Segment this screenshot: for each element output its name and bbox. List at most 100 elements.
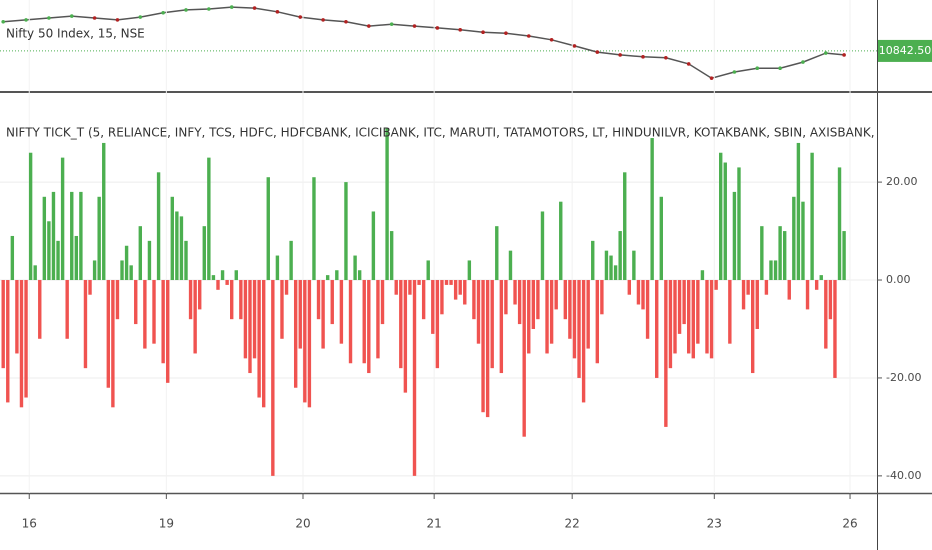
histogram-bar (549, 280, 554, 344)
histogram-bar (536, 280, 540, 320)
histogram-bar (248, 280, 252, 374)
histogram-bar (476, 280, 481, 344)
histogram-bar (485, 280, 490, 418)
histogram-bar (348, 280, 353, 364)
histogram-bar (97, 196, 101, 281)
histogram-bar (696, 280, 700, 344)
histogram-bar (636, 280, 641, 305)
histogram-bar (787, 280, 791, 300)
histogram-bar (24, 280, 28, 398)
histogram-bar (1, 280, 5, 369)
histogram-bar (687, 280, 691, 354)
x-tick-label: 19 (159, 517, 174, 531)
price-point (709, 76, 714, 80)
histogram-bar (353, 255, 357, 281)
histogram-bar (581, 280, 586, 403)
histogram-bar (673, 280, 677, 354)
histogram-bar (207, 157, 211, 281)
histogram-bar (298, 280, 302, 349)
histogram-bar (335, 270, 339, 281)
price-point (755, 66, 760, 71)
x-tick-label: 20 (295, 517, 310, 531)
price-point (389, 22, 394, 26)
histogram-bar (357, 270, 362, 281)
price-point (549, 37, 554, 42)
price-point (275, 10, 280, 14)
histogram-bar (252, 280, 257, 359)
histogram-bar (769, 260, 773, 281)
histogram-bar (517, 280, 522, 325)
histogram-bar (513, 280, 517, 305)
histogram-bar (312, 177, 316, 281)
histogram-bar (111, 280, 115, 408)
histogram-bar (47, 221, 51, 281)
histogram-bar (431, 280, 435, 334)
price-line (3, 6, 845, 80)
price-point (801, 60, 805, 64)
price-point (641, 55, 645, 59)
histogram-bar (271, 280, 275, 476)
histogram-bar (60, 157, 65, 281)
histogram-bar (179, 216, 184, 281)
histogram-bar (645, 280, 650, 339)
histogram-bar (65, 280, 69, 339)
histogram-bar (554, 280, 558, 310)
price-point (732, 70, 737, 74)
x-tick-label: 21 (427, 517, 442, 531)
histogram-bar (330, 280, 334, 325)
histogram-bar (668, 280, 673, 369)
histogram-bar (239, 280, 243, 320)
price-point (572, 44, 577, 48)
histogram-bar (225, 280, 229, 285)
histogram-bar (828, 280, 833, 320)
histogram-bar (600, 280, 604, 315)
histogram-bar (481, 280, 485, 413)
histogram-bar (842, 231, 846, 281)
histogram-bar (28, 152, 33, 281)
histogram-bar (435, 280, 440, 369)
y-tick-label: 0.00 (886, 273, 911, 286)
main-pane-title: Nifty 50 Index, 15, NSE (6, 27, 145, 41)
price-point (24, 18, 28, 22)
histogram-bar (504, 280, 508, 315)
histogram-bar (778, 226, 782, 281)
price-point (1, 19, 5, 24)
histogram-bar (79, 191, 83, 281)
price-point (778, 66, 782, 71)
price-point (618, 53, 622, 57)
histogram-bar (760, 226, 764, 281)
price-point (686, 62, 691, 66)
price-point (252, 6, 257, 10)
histogram-bar (10, 235, 15, 281)
histogram-bar (604, 250, 609, 281)
histogram-bar (586, 280, 590, 349)
price-point (595, 50, 600, 54)
histogram-bar (650, 138, 654, 281)
histogram-bar (234, 270, 238, 281)
histogram-bar (750, 280, 755, 374)
histogram-bar (156, 172, 161, 281)
histogram-bar (289, 240, 293, 281)
histogram-bar (216, 280, 220, 290)
histogram-bar (595, 280, 600, 364)
histogram-bar (545, 280, 549, 354)
histogram-bar (70, 191, 74, 281)
histogram-bar (399, 280, 403, 369)
histogram-bar (655, 280, 659, 378)
price-point (298, 15, 303, 19)
price-point (138, 15, 143, 19)
histogram-bar (417, 280, 421, 285)
histogram-bar (275, 255, 280, 281)
price-point (161, 10, 165, 15)
histogram-bar (120, 260, 124, 281)
histogram-bar (641, 280, 645, 310)
histogram-bar (490, 280, 494, 369)
histogram-bar (83, 280, 88, 369)
histogram-bar (618, 231, 622, 281)
histogram-bar (495, 226, 499, 281)
histogram-bar (280, 280, 284, 339)
histogram-bar (522, 280, 526, 437)
plot-area (0, 0, 877, 493)
histogram-bar (303, 280, 307, 403)
histogram-bar (33, 265, 37, 281)
